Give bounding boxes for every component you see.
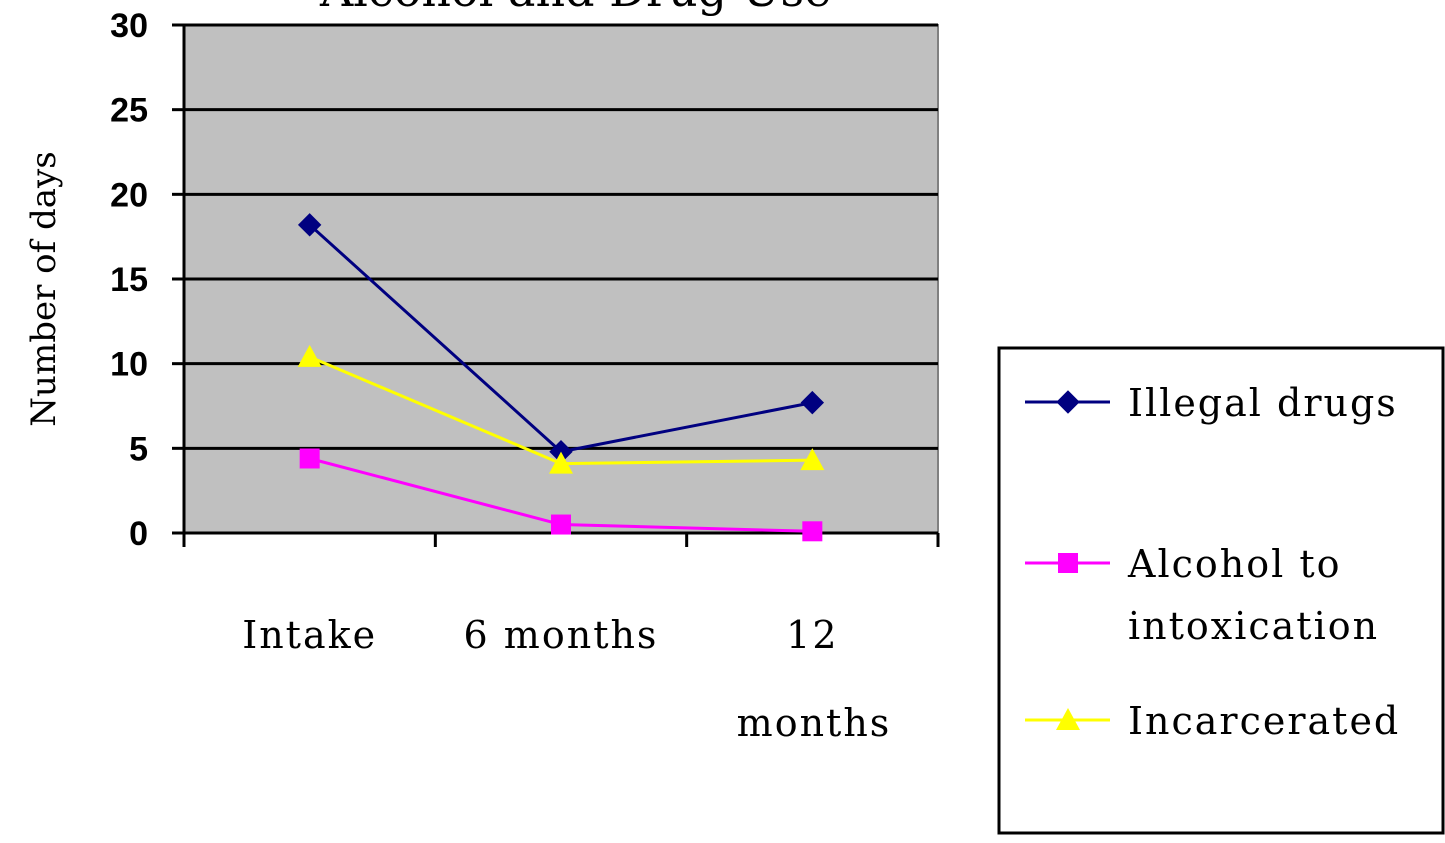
x-tick-label: 12 xyxy=(786,613,838,657)
y-tick-label: 0 xyxy=(129,515,148,553)
y-tick-label: 15 xyxy=(110,261,148,299)
series-incarcerated xyxy=(297,344,825,474)
y-tick-label: 5 xyxy=(129,430,148,468)
data-point xyxy=(297,213,322,237)
series-alcohol-to-intoxication xyxy=(299,448,823,542)
y-tick-label: 10 xyxy=(110,346,148,384)
y-axis-label: Number of days xyxy=(24,151,64,426)
legend-marker xyxy=(1058,553,1078,573)
data-point xyxy=(800,448,825,471)
y-tick-label: 30 xyxy=(110,7,148,45)
legend: Illegal drugs Alcohol to intoxication Incar… xyxy=(997,346,1445,835)
data-point xyxy=(299,448,320,469)
legend-label: intoxication xyxy=(1128,604,1379,648)
x-tick-label: Intake xyxy=(242,613,377,657)
legend-label: Illegal drugs xyxy=(1128,381,1398,425)
data-point xyxy=(802,521,823,542)
x-tick-label: months xyxy=(737,701,892,745)
chart-title: Alcohol and Drug Use xyxy=(319,0,831,17)
x-tick-label: 6 months xyxy=(464,613,659,657)
data-point xyxy=(800,390,825,415)
legend-label: Incarcerated xyxy=(1128,699,1400,743)
y-tick-label: 25 xyxy=(110,92,148,130)
legend-box xyxy=(997,346,1445,835)
legend-marker xyxy=(1056,390,1080,414)
data-point xyxy=(297,344,322,367)
legend-marker xyxy=(1056,708,1080,730)
data-point xyxy=(549,451,573,474)
data-point xyxy=(551,514,571,535)
y-tick-label: 20 xyxy=(110,176,148,214)
legend-label: Alcohol to xyxy=(1127,542,1342,586)
